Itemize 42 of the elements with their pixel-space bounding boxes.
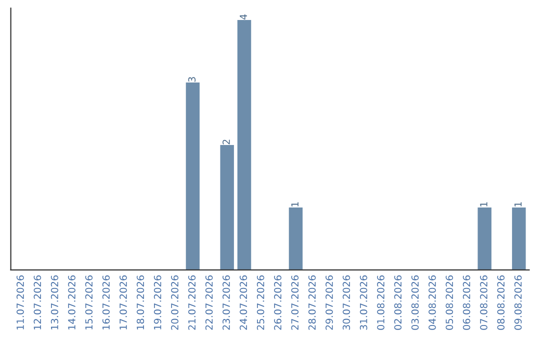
x-tick-label: 08.08.2026 — [497, 275, 505, 330]
data-label: 1 — [480, 202, 488, 206]
bar — [512, 207, 526, 270]
x-tick-label: 26.07.2026 — [274, 275, 282, 330]
x-tick-label: 15.07.2026 — [85, 275, 93, 330]
bar — [220, 144, 234, 270]
x-tick-label: 03.08.2026 — [411, 275, 419, 330]
x-tick-label: 05.08.2026 — [446, 275, 454, 330]
x-tick-label: 04.08.2026 — [428, 275, 436, 330]
x-tick-label: 27.07.2026 — [291, 275, 299, 330]
x-tick-label: 31.07.2026 — [360, 275, 368, 330]
x-tick-label: 18.07.2026 — [136, 275, 144, 330]
bar — [237, 20, 252, 270]
data-label: 1 — [291, 202, 298, 206]
x-tick-label: 12.07.2026 — [34, 275, 42, 330]
x-tick-label: 24.07.2026 — [240, 275, 248, 330]
x-tick-label: 16.07.2026 — [102, 275, 110, 330]
bar — [186, 82, 200, 270]
x-tick-label: 13.07.2026 — [50, 275, 58, 330]
x-tick-label: 01.08.2026 — [377, 275, 384, 330]
x-tick-label: 06.08.2026 — [462, 275, 470, 330]
x-tick-label: 30.07.2026 — [342, 275, 350, 330]
x-tick-label: 11.07.2026 — [16, 275, 24, 330]
x-tick-label: 21.07.2026 — [188, 275, 196, 330]
x-tick-label: 28.07.2026 — [308, 275, 316, 330]
x-tick-label: 23.07.2026 — [222, 275, 230, 330]
x-tick-label: 22.07.2026 — [205, 275, 213, 330]
x-tick-label: 02.08.2026 — [394, 275, 402, 330]
x-tick-label: 25.07.2026 — [256, 275, 264, 330]
x-tick-label: 07.08.2026 — [480, 275, 488, 330]
x-tick-label: 19.07.2026 — [154, 275, 162, 330]
data-label: 2 — [222, 140, 230, 144]
bar — [288, 207, 303, 270]
x-tick-label: 14.07.2026 — [68, 275, 76, 330]
data-label: 1 — [514, 202, 522, 206]
bar — [478, 207, 492, 270]
data-label: 4 — [240, 14, 247, 20]
x-tick-label: 17.07.2026 — [120, 275, 127, 330]
data-label: 3 — [188, 77, 196, 82]
x-tick-label: 29.07.2026 — [326, 275, 333, 330]
x-tick-label: 20.07.2026 — [171, 275, 178, 330]
x-tick-label: 09.08.2026 — [514, 275, 522, 330]
